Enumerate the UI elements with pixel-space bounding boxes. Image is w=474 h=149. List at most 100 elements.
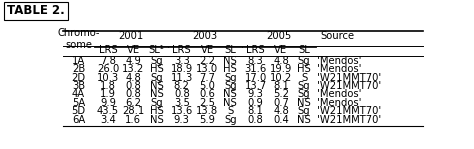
Text: Source: Source <box>320 31 355 41</box>
Text: 3B: 3B <box>72 81 85 91</box>
Text: HS: HS <box>223 64 237 74</box>
Text: NS: NS <box>149 89 163 99</box>
Text: 'Mendos': 'Mendos' <box>318 98 362 108</box>
Text: 7.7: 7.7 <box>199 73 215 83</box>
Text: 8.1: 8.1 <box>247 106 264 116</box>
Text: 7.8: 7.8 <box>100 56 116 66</box>
Text: LRS: LRS <box>246 45 265 55</box>
Text: 13.8: 13.8 <box>196 106 218 116</box>
Text: 'W21MMT70': 'W21MMT70' <box>318 73 382 83</box>
Text: 10.3: 10.3 <box>97 73 119 83</box>
Text: Sg: Sg <box>224 115 237 125</box>
Text: 2.2: 2.2 <box>199 56 215 66</box>
Text: 0.8: 0.8 <box>126 81 141 91</box>
Text: 13.7: 13.7 <box>245 81 267 91</box>
Text: 4.9: 4.9 <box>125 56 141 66</box>
Text: 0.9: 0.9 <box>247 98 264 108</box>
Text: NS: NS <box>223 98 237 108</box>
Text: 9.9: 9.9 <box>100 98 116 108</box>
Text: SL: SL <box>298 45 310 55</box>
Text: NS: NS <box>223 56 237 66</box>
Text: 2B: 2B <box>72 64 85 74</box>
Text: 5D: 5D <box>72 106 86 116</box>
Text: 18.9: 18.9 <box>171 64 193 74</box>
Text: 'Mendos': 'Mendos' <box>318 64 362 74</box>
Text: NS: NS <box>149 81 163 91</box>
Text: 11.3: 11.3 <box>171 73 193 83</box>
Text: Sg: Sg <box>224 73 237 83</box>
Text: S: S <box>301 73 307 83</box>
Text: 'W21MMT70': 'W21MMT70' <box>318 81 382 91</box>
Text: 0.7: 0.7 <box>273 98 289 108</box>
Text: LRS: LRS <box>99 45 117 55</box>
Text: 26.0: 26.0 <box>97 64 119 74</box>
Text: Chromo-
some: Chromo- some <box>57 28 100 50</box>
Text: NS: NS <box>223 89 237 99</box>
Text: 5.2: 5.2 <box>273 89 289 99</box>
Text: Sg: Sg <box>298 89 310 99</box>
Text: 2003: 2003 <box>192 31 218 41</box>
Text: NS: NS <box>149 115 163 125</box>
Text: NS: NS <box>297 98 311 108</box>
Text: 5.9: 5.9 <box>199 115 215 125</box>
Text: LRS: LRS <box>173 45 191 55</box>
Text: 4A: 4A <box>72 89 85 99</box>
Text: 2.5: 2.5 <box>199 98 215 108</box>
Text: 3.4: 3.4 <box>100 115 116 125</box>
Text: 3.5: 3.5 <box>174 98 190 108</box>
Text: 'Mendos': 'Mendos' <box>318 89 362 99</box>
Text: TABLE 2.: TABLE 2. <box>7 4 65 17</box>
Text: 6.2: 6.2 <box>125 98 141 108</box>
Text: 5A: 5A <box>72 98 85 108</box>
Text: 6A: 6A <box>72 115 85 125</box>
Text: S: S <box>227 106 233 116</box>
Text: 19.9: 19.9 <box>270 64 292 74</box>
Text: 4.8: 4.8 <box>273 56 289 66</box>
Text: 31.6: 31.6 <box>245 64 267 74</box>
Text: 8.3: 8.3 <box>248 56 264 66</box>
Text: 13.0: 13.0 <box>196 64 218 74</box>
Text: 13.6: 13.6 <box>171 106 193 116</box>
Text: 1.8: 1.8 <box>100 81 116 91</box>
Text: 'W21MMT70': 'W21MMT70' <box>318 106 382 116</box>
Text: VE: VE <box>274 45 288 55</box>
Text: VE: VE <box>201 45 214 55</box>
Text: HS: HS <box>149 64 163 74</box>
Text: 'W21MMT70': 'W21MMT70' <box>318 115 382 125</box>
Text: 'Mendos': 'Mendos' <box>318 56 362 66</box>
Text: Sg: Sg <box>150 98 163 108</box>
Text: 8.1: 8.1 <box>273 81 289 91</box>
Text: 17.0: 17.0 <box>245 73 267 83</box>
Text: 1.6: 1.6 <box>125 115 141 125</box>
Text: 0.8: 0.8 <box>126 89 141 99</box>
Text: 9.3: 9.3 <box>247 89 264 99</box>
Text: Sg: Sg <box>224 81 237 91</box>
Text: 2005: 2005 <box>266 31 292 41</box>
Text: 9.3: 9.3 <box>174 115 190 125</box>
Text: 0.6: 0.6 <box>199 89 215 99</box>
Text: 2D: 2D <box>72 73 86 83</box>
Text: 43.5: 43.5 <box>97 106 119 116</box>
Text: 1A: 1A <box>72 56 85 66</box>
Text: Sg: Sg <box>298 106 310 116</box>
Text: 10.2: 10.2 <box>270 73 292 83</box>
Text: Sg: Sg <box>150 56 163 66</box>
Text: 0.8: 0.8 <box>248 115 264 125</box>
Text: 0.4: 0.4 <box>273 115 289 125</box>
Text: 8.2: 8.2 <box>174 81 190 91</box>
Text: SL: SL <box>224 45 236 55</box>
Text: Sg: Sg <box>298 56 310 66</box>
Text: 1.9: 1.9 <box>100 89 116 99</box>
Text: SL¹: SL¹ <box>148 45 164 55</box>
Text: 13.2: 13.2 <box>122 64 145 74</box>
Text: Sg: Sg <box>150 73 163 83</box>
Text: HS: HS <box>149 106 163 116</box>
Text: 2001: 2001 <box>118 31 144 41</box>
Text: 4.8: 4.8 <box>273 106 289 116</box>
Text: HS: HS <box>297 64 311 74</box>
Text: 5.0: 5.0 <box>199 81 215 91</box>
Text: NS: NS <box>297 115 311 125</box>
Text: 0.8: 0.8 <box>174 89 190 99</box>
Text: 28.1: 28.1 <box>122 106 145 116</box>
Text: Sg: Sg <box>298 81 310 91</box>
